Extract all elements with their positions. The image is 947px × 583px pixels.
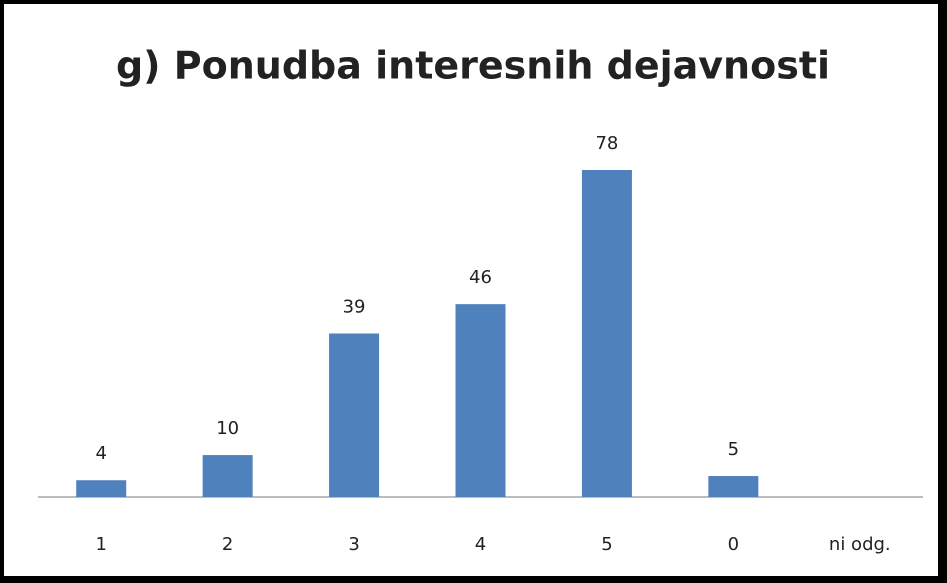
x-tick-label: 3 bbox=[348, 534, 359, 555]
x-tick-label: 0 bbox=[728, 534, 739, 555]
data-label: 5 bbox=[728, 439, 739, 460]
data-label: 78 bbox=[595, 133, 618, 154]
x-tick-label: 4 bbox=[475, 534, 486, 555]
bar bbox=[202, 455, 253, 497]
bar bbox=[329, 333, 380, 497]
x-tick-label: 2 bbox=[222, 534, 233, 555]
data-label: 46 bbox=[469, 267, 492, 288]
x-tick-label: ni odg. bbox=[829, 534, 891, 555]
data-label: 10 bbox=[216, 418, 239, 439]
bar bbox=[708, 476, 759, 497]
data-label: 4 bbox=[95, 443, 106, 464]
data-label: 39 bbox=[343, 297, 366, 318]
bar bbox=[76, 480, 127, 497]
bar bbox=[581, 170, 632, 497]
x-tick-label: 1 bbox=[95, 534, 106, 555]
bar bbox=[455, 304, 506, 497]
chart-title: g) Ponudba interesnih dejavnosti bbox=[116, 44, 830, 88]
x-tick-label: 5 bbox=[601, 534, 612, 555]
